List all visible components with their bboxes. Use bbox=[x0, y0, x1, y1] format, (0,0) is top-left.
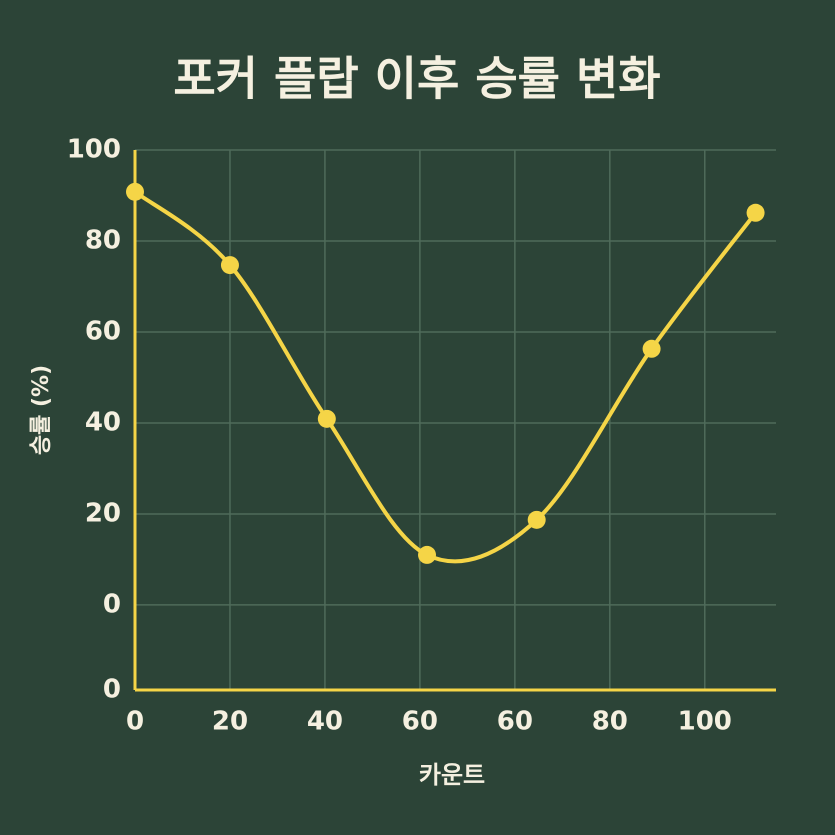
x-tick-label: 60 bbox=[402, 707, 438, 737]
y-tick-label: 0 bbox=[103, 589, 121, 619]
y-tick-label: 20 bbox=[85, 498, 121, 528]
y-tick-label: 40 bbox=[85, 407, 121, 437]
point bbox=[126, 182, 144, 201]
x-tick-label: 60 bbox=[497, 707, 533, 737]
point bbox=[642, 339, 661, 358]
point bbox=[527, 510, 546, 529]
point bbox=[220, 256, 239, 275]
x-tick-label: 80 bbox=[592, 707, 628, 737]
point bbox=[418, 545, 437, 564]
x-tick-label: 0 bbox=[126, 707, 144, 737]
x-tick-label: 20 bbox=[212, 707, 248, 737]
point bbox=[746, 203, 765, 222]
x-tick-label: 100 bbox=[678, 707, 732, 737]
y-tick-label: 80 bbox=[85, 225, 121, 255]
y-axis-label: 승률 (%) bbox=[29, 365, 54, 455]
y-tick-label: 0 bbox=[103, 675, 121, 705]
x-tick-label: 40 bbox=[307, 707, 343, 737]
x-axis-label: 카운트 bbox=[419, 761, 485, 789]
chart-title: 포커 플랍 이후 승률 변화 bbox=[173, 52, 660, 106]
y-tick-label: 100 bbox=[67, 135, 121, 165]
y-tick-label: 60 bbox=[85, 316, 121, 346]
point bbox=[317, 409, 336, 428]
